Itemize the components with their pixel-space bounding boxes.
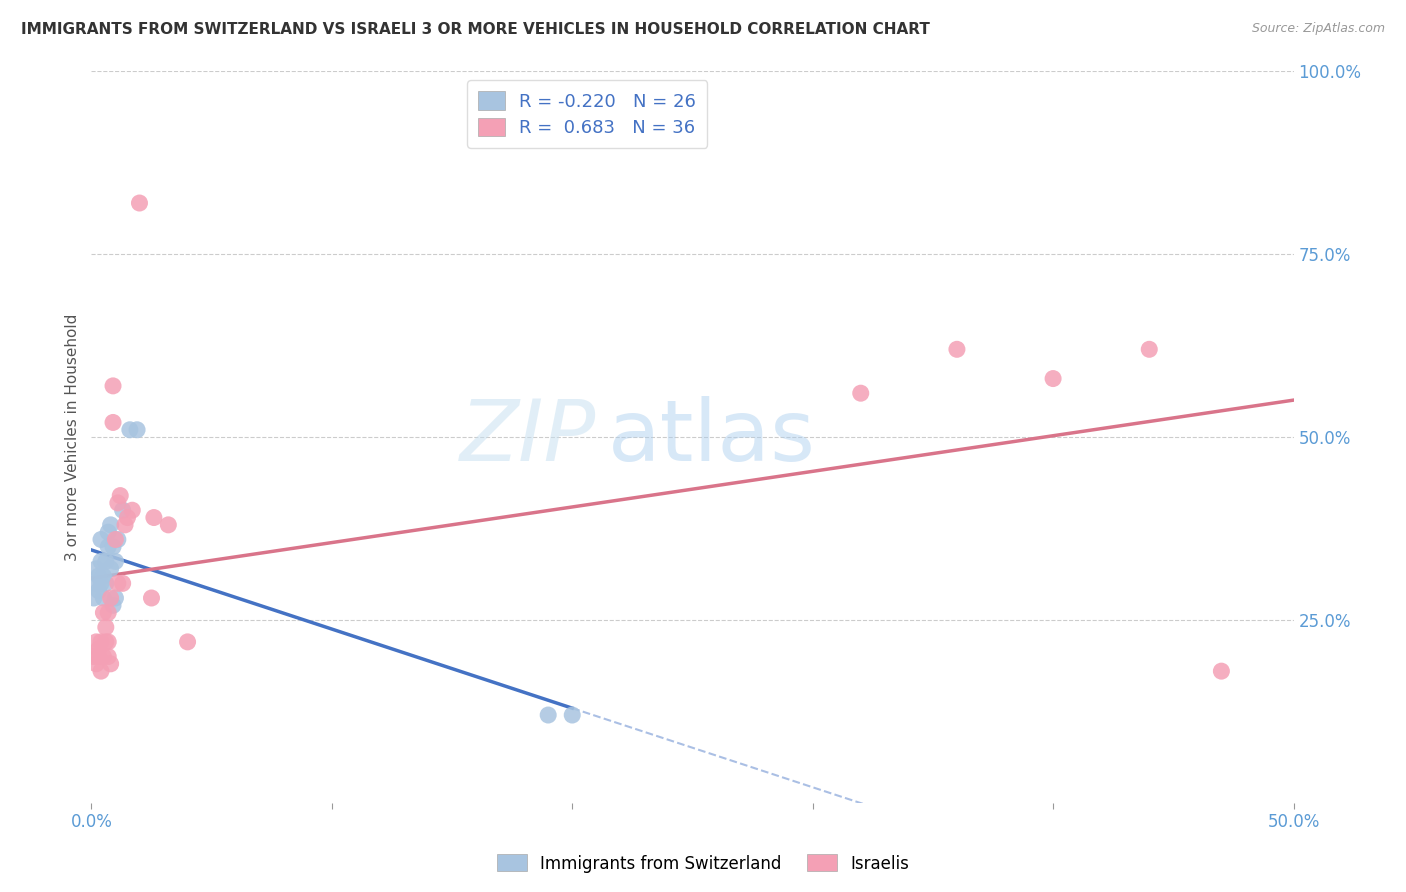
Point — [97, 540, 120, 554]
Point — [111, 503, 134, 517]
Point — [176, 635, 198, 649]
Point — [111, 576, 134, 591]
Point — [849, 386, 872, 401]
Point — [83, 591, 105, 605]
Point — [90, 554, 112, 568]
Point — [114, 517, 136, 532]
Point — [128, 196, 150, 211]
Point — [94, 635, 117, 649]
Point — [121, 503, 143, 517]
Point — [93, 649, 115, 664]
Point — [125, 423, 148, 437]
Point — [101, 540, 124, 554]
Point — [100, 657, 122, 671]
Point — [1042, 371, 1064, 385]
Point — [1211, 664, 1233, 678]
Point — [97, 525, 120, 540]
Text: ZIP: ZIP — [460, 395, 596, 479]
Point — [107, 576, 129, 591]
Point — [104, 554, 127, 568]
Point — [93, 591, 115, 605]
Y-axis label: 3 or more Vehicles in Household: 3 or more Vehicles in Household — [65, 313, 80, 561]
Point — [90, 664, 112, 678]
Point — [946, 343, 969, 357]
Point — [561, 708, 583, 723]
Point — [87, 583, 110, 598]
Point — [94, 554, 117, 568]
Point — [107, 533, 129, 547]
Point — [94, 576, 117, 591]
Point — [104, 591, 127, 605]
Point — [110, 489, 132, 503]
Point — [90, 533, 112, 547]
Text: atlas: atlas — [609, 395, 817, 479]
Legend: Immigrants from Switzerland, Israelis: Immigrants from Switzerland, Israelis — [491, 847, 915, 880]
Point — [104, 533, 127, 547]
Point — [100, 591, 122, 605]
Point — [141, 591, 163, 605]
Point — [118, 423, 141, 437]
Point — [97, 649, 120, 664]
Point — [87, 642, 110, 657]
Point — [87, 569, 110, 583]
Point — [101, 379, 124, 393]
Point — [90, 635, 112, 649]
Point — [157, 517, 180, 532]
Point — [117, 510, 139, 524]
Legend: R = -0.220   N = 26, R =  0.683   N = 36: R = -0.220 N = 26, R = 0.683 N = 36 — [467, 80, 707, 148]
Point — [87, 649, 110, 664]
Point — [107, 496, 129, 510]
Point — [93, 606, 115, 620]
Point — [84, 635, 107, 649]
Point — [100, 517, 122, 532]
Point — [97, 606, 120, 620]
Point — [97, 635, 120, 649]
Text: IMMIGRANTS FROM SWITZERLAND VS ISRAELI 3 OR MORE VEHICLES IN HOUSEHOLD CORRELATI: IMMIGRANTS FROM SWITZERLAND VS ISRAELI 3… — [21, 22, 929, 37]
Point — [101, 599, 124, 613]
Point — [1137, 343, 1160, 357]
Point — [84, 576, 107, 591]
Point — [142, 510, 165, 524]
Point — [83, 649, 105, 664]
Point — [100, 562, 122, 576]
Text: Source: ZipAtlas.com: Source: ZipAtlas.com — [1251, 22, 1385, 36]
Point — [93, 569, 115, 583]
Point — [84, 657, 107, 671]
Point — [84, 562, 107, 576]
Point — [101, 416, 124, 430]
Point — [90, 576, 112, 591]
Point — [94, 620, 117, 634]
Point — [537, 708, 560, 723]
